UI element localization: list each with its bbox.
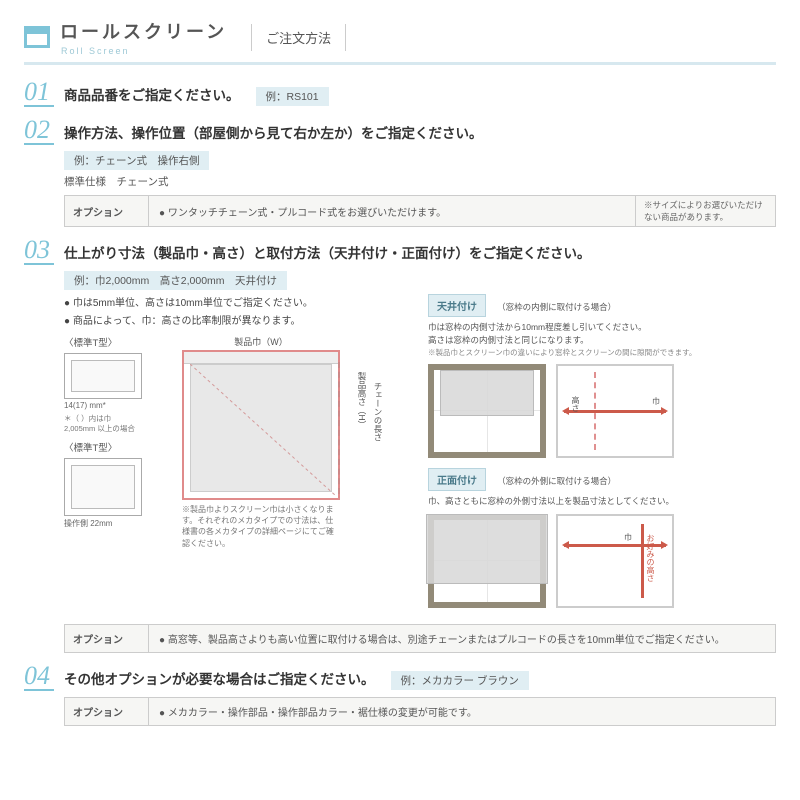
s03-bullet1: ● 巾は5mm単位、高さは10mm単位でご指定ください。 <box>64 294 414 309</box>
step-04: 04 その他オプションが必要な場合はご指定ください。 例：メカカラー ブラウン … <box>24 663 776 726</box>
front-dims-diagram: お好みの高さ 巾 <box>556 514 674 608</box>
ceiling-sub: （窓枠の内側に取付ける場合） <box>497 302 616 312</box>
step-01-example: 例：RS101 <box>256 87 329 106</box>
step-03-example: 例：巾2,000mm 高さ2,000mm 天井付け <box>64 271 287 290</box>
step-04-opt-body: ● メカカラー・操作部品・操作部品カラー・裾仕様の変更が可能です。 <box>149 698 775 725</box>
step-04-num: 04 <box>24 663 54 691</box>
bracket-t2-diagram <box>64 458 142 516</box>
product-height-label: 製品高さ（H） <box>356 372 368 429</box>
front-h-label: お好みの高さ <box>645 534 656 582</box>
step-02-opt-label: オプション <box>65 196 149 226</box>
front-mount-section: 正面付け （窓枠の外側に取付ける場合） 巾、高さともに窓枠の外側寸法以上を製品寸… <box>428 468 776 608</box>
step-03-title: 仕上がり寸法（製品巾・高さ）と取付方法（天井付け・正面付け）をご指定ください。 <box>64 242 591 262</box>
s03-bullet2: ● 商品によって、巾：高さの比率制限が異なります。 <box>64 312 414 327</box>
step-04-title: その他オプションが必要な場合はご指定ください。 <box>64 668 375 688</box>
step-03-opt-label: オプション <box>65 625 149 652</box>
step-02-num: 02 <box>24 117 54 145</box>
ceiling-window-diagram <box>428 364 546 458</box>
s03-right-col: 天井付け （窓枠の内側に取付ける場合） 巾は窓枠の内側寸法から10mm程度差し引… <box>428 294 776 618</box>
product-width-label: 製品巾（W） <box>182 335 340 348</box>
front-sub: （窓枠の外側に取付ける場合） <box>497 476 616 486</box>
step-03-option-bar: オプション ● 高窓等、製品高さよりも高い位置に取付ける場合は、別途チェーンまた… <box>64 624 776 653</box>
step-02-option-bar: オプション ● ワンタッチチェーン式・プルコード式をお選びいただけます。 ※サイ… <box>64 195 776 227</box>
chain-length-label: チェーンの長さ <box>372 382 384 442</box>
ceiling-desc3: ※製品巾とスクリーン巾の違いにより窓枠とスクリーンの間に隙間ができます。 <box>428 347 776 358</box>
step-02-title: 操作方法、操作位置（部屋側から見て右か左か）をご指定ください。 <box>64 122 483 142</box>
step-03-opt-body: ● 高窓等、製品高さよりも高い位置に取付ける場合は、別途チェーンまたはプルコード… <box>149 625 775 652</box>
screen-note: ※製品巾よりスクリーン巾は小さくなります。それぞれのメカタイプでの寸法は、仕様書… <box>182 504 340 549</box>
step-02-opt-body: ● ワンタッチチェーン式・プルコード式をお選びいただけます。 <box>149 196 635 226</box>
side-dim: 操作側 22mm <box>64 518 142 529</box>
step-02-std: 標準仕様 チェーン式 <box>64 174 776 189</box>
bracket-t-top: 〈標準T型〉 14(17) mm* ＊（ ）内は巾 2,005mm 以上の場合 <box>64 335 142 434</box>
front-desc: 巾、高さともに窓枠の外側寸法以上を製品寸法としてください。 <box>428 495 776 508</box>
step-04-option-bar: オプション ● メカカラー・操作部品・操作部品カラー・裾仕様の変更が可能です。 <box>64 697 776 726</box>
roll-screen-icon <box>24 26 50 48</box>
s03-left-col: ● 巾は5mm単位、高さは10mm単位でご指定ください。 ● 商品によって、巾：… <box>64 294 414 618</box>
step-03: 03 仕上がり寸法（製品巾・高さ）と取付方法（天井付け・正面付け）をご指定くださ… <box>24 237 776 653</box>
step-01: 01 商品品番をご指定ください。 例：RS101 <box>24 79 776 107</box>
bracket-t-label: 〈標準T型〉 <box>64 335 142 349</box>
ceiling-h-label: 高さ <box>570 396 581 412</box>
header-titles: ロールスクリーン Roll Screen <box>60 18 227 56</box>
ceiling-dims-diagram: 高さ 巾 <box>556 364 674 458</box>
title-jp: ロールスクリーン <box>60 18 227 44</box>
step-02-opt-note: ※サイズによりお選びいただけない商品があります。 <box>635 196 775 226</box>
front-title: 正面付け <box>428 468 486 491</box>
bracket-column: 〈標準T型〉 14(17) mm* ＊（ ）内は巾 2,005mm 以上の場合 … <box>64 335 164 549</box>
page-header: ロールスクリーン Roll Screen ご注文方法 <box>24 18 776 65</box>
header-right-label: ご注文方法 <box>251 24 346 51</box>
bracket-t-bottom: 〈標準T型〉 操作側 22mm <box>64 440 142 529</box>
step-04-example: 例：メカカラー ブラウン <box>391 671 529 690</box>
ceiling-desc2: 高さは窓枠の内側寸法と同じになります。 <box>428 334 776 347</box>
bracket-t2-label: 〈標準T型〉 <box>64 440 142 454</box>
front-window-diagram <box>428 514 546 608</box>
step-02: 02 操作方法、操作位置（部屋側から見て右か左か）をご指定ください。 例：チェー… <box>24 117 776 227</box>
ceiling-w-label: 巾 <box>652 396 660 407</box>
ceiling-desc1: 巾は窓枠の内側寸法から10mm程度差し引いてください。 <box>428 321 776 334</box>
step-04-opt-label: オプション <box>65 698 149 725</box>
step-03-num: 03 <box>24 237 54 265</box>
step-01-num: 01 <box>24 79 54 107</box>
title-en: Roll Screen <box>61 46 227 56</box>
bracket-t-diagram <box>64 353 142 399</box>
step-01-title: 商品品番をご指定ください。 <box>64 84 240 104</box>
front-w-label: 巾 <box>624 532 632 543</box>
ceiling-title: 天井付け <box>428 294 486 317</box>
main-screen-diagram: 製品巾（W） 製品高さ（H） チェーンの長さ ※製品巾よりスクリーン巾は小さくな… <box>182 335 340 549</box>
ceiling-mount-section: 天井付け （窓枠の内側に取付ける場合） 巾は窓枠の内側寸法から10mm程度差し引… <box>428 294 776 458</box>
bracket-dim: 14(17) mm* <box>64 401 142 410</box>
step-02-example: 例：チェーン式 操作右側 <box>64 151 209 170</box>
bracket-note: ＊（ ）内は巾 2,005mm 以上の場合 <box>64 414 142 434</box>
